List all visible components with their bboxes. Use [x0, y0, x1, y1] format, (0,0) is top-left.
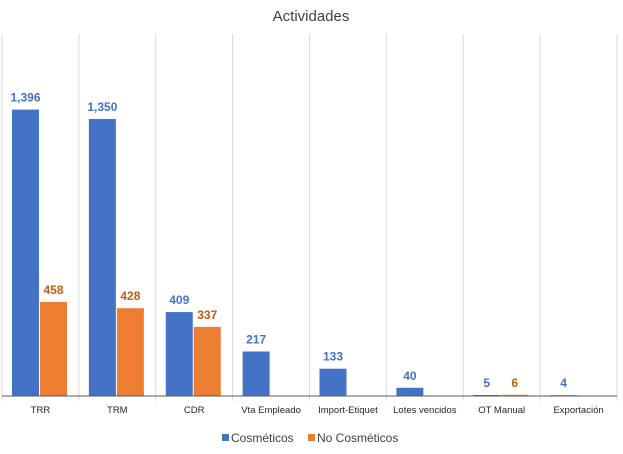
data-label: 428 — [120, 289, 140, 303]
bar-no-cosmeticos — [193, 326, 221, 396]
data-label: 40 — [403, 369, 417, 383]
data-labels: 1,396 458 1,350 428 409 337 217 133 40 5 6 4 — [10, 91, 567, 391]
data-label: 1,350 — [87, 100, 117, 114]
x-tick-label: Lotes vencidos — [393, 405, 457, 416]
legend-swatch — [222, 434, 229, 441]
bar-cosmeticos — [242, 351, 270, 396]
legend-label: No Cosméticos — [317, 431, 398, 445]
chart-title: Actividades — [273, 8, 350, 25]
category-gridlines — [1, 34, 618, 401]
bars — [12, 109, 578, 396]
x-tick-label: OT Manual — [478, 405, 525, 416]
bar-no-cosmeticos — [501, 394, 529, 396]
x-axis-tick-labels: TRR TRM CDR Vta Empleado Import-Etiquet Lotes… — [31, 405, 604, 416]
data-label: 4 — [560, 376, 567, 390]
data-label: 133 — [323, 350, 343, 364]
legend-label: Cosméticos — [231, 431, 294, 445]
data-label: 409 — [169, 293, 189, 307]
bar-cosmeticos — [88, 119, 116, 396]
bar-cosmeticos — [165, 312, 193, 396]
bar-cosmeticos — [12, 109, 39, 396]
legend-swatch — [308, 434, 315, 441]
data-label: 458 — [43, 283, 63, 297]
bar-cosmeticos — [319, 368, 347, 396]
x-tick-label: Exportación — [553, 405, 603, 416]
data-label: 337 — [197, 308, 217, 322]
x-tick-label: TRM — [107, 405, 128, 416]
x-tick-label: TRR — [31, 405, 51, 416]
bar-cosmeticos — [396, 387, 424, 396]
x-tick-label: Vta Empleado — [241, 405, 301, 416]
data-label: 217 — [246, 332, 266, 346]
data-label: 5 — [483, 376, 490, 390]
data-label: 1,396 — [10, 91, 40, 105]
bar-cosmeticos — [473, 394, 501, 396]
x-tick-label: Import-Etiquet — [318, 405, 378, 416]
bar-no-cosmeticos — [40, 302, 67, 396]
x-tick-label: CDR — [184, 405, 205, 416]
data-label: 6 — [511, 376, 518, 390]
legend: Cosméticos No Cosméticos — [222, 431, 398, 445]
bar-no-cosmeticos — [116, 308, 144, 396]
